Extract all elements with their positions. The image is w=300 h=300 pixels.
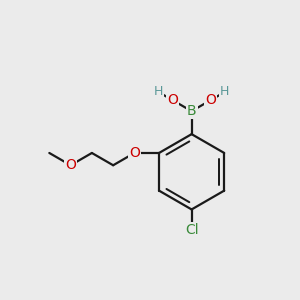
Text: O: O bbox=[129, 146, 140, 160]
Text: O: O bbox=[167, 93, 178, 107]
Text: B: B bbox=[187, 104, 196, 118]
Text: H: H bbox=[154, 85, 163, 98]
Text: O: O bbox=[65, 158, 76, 172]
Text: O: O bbox=[205, 93, 216, 107]
Text: H: H bbox=[220, 85, 230, 98]
Text: Cl: Cl bbox=[185, 223, 198, 237]
